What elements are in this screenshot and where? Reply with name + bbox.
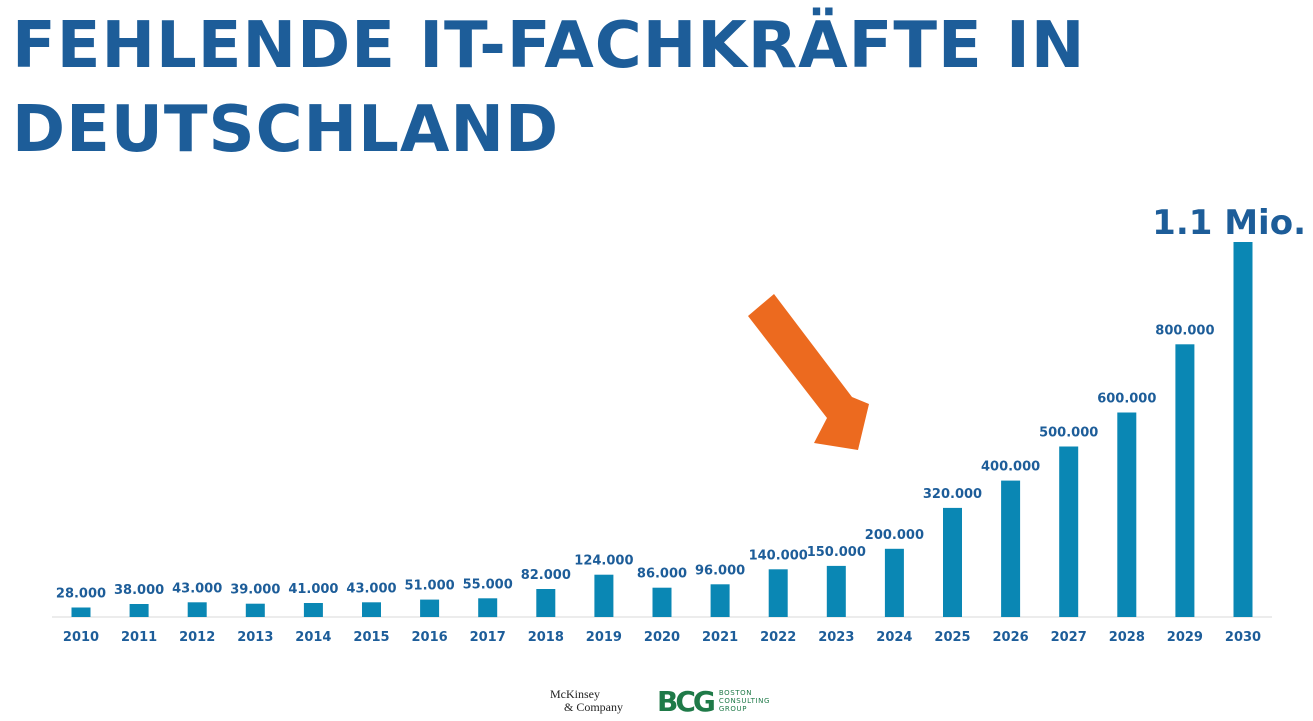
value-label-2026: 400.000 xyxy=(981,460,1040,475)
x-tick-label-2029: 2029 xyxy=(1167,630,1203,645)
x-tick-label-2014: 2014 xyxy=(295,630,331,645)
x-tick-label-2024: 2024 xyxy=(876,630,912,645)
mckinsey-logo: McKinsey & Company xyxy=(550,688,623,714)
x-tick-label-2028: 2028 xyxy=(1109,630,1145,645)
value-label-2024: 200.000 xyxy=(865,528,924,543)
x-tick-label-2017: 2017 xyxy=(470,630,506,645)
bar-2013 xyxy=(245,603,265,617)
bcg-logo-mark: BCG xyxy=(657,684,716,718)
x-tick-label-2027: 2027 xyxy=(1051,630,1087,645)
value-label-2030: 1.1 Mio. xyxy=(1152,203,1306,243)
bcg-logo-text: BOSTON CONSULTING GROUP xyxy=(718,689,771,713)
value-label-2029: 800.000 xyxy=(1155,323,1214,338)
bar-2018 xyxy=(536,589,556,617)
source-logos: McKinsey & Company BCG BOSTON CONSULTING… xyxy=(550,684,770,718)
value-label-2017: 55.000 xyxy=(463,577,513,592)
x-tick-label-2016: 2016 xyxy=(412,630,448,645)
value-label-2027: 500.000 xyxy=(1039,426,1098,441)
value-label-2013: 39.000 xyxy=(230,583,280,598)
x-tick-label-2012: 2012 xyxy=(179,630,215,645)
highlight-arrow xyxy=(748,294,869,450)
bar-2024 xyxy=(884,548,904,617)
bar-2012 xyxy=(187,602,207,617)
value-label-2018: 82.000 xyxy=(521,568,571,583)
x-tick-label-2010: 2010 xyxy=(63,630,99,645)
value-labels-group: 28.000 38.000 43.000 39.000 41.000 43.000 51.0… xyxy=(56,203,1306,602)
value-label-2019: 124.000 xyxy=(574,554,633,569)
x-tick-label-2026: 2026 xyxy=(993,630,1029,645)
x-tick-label-2019: 2019 xyxy=(586,630,622,645)
value-label-2028: 600.000 xyxy=(1097,392,1156,407)
bcg-logo: BCG BOSTON CONSULTING GROUP xyxy=(657,685,770,718)
bar-2011 xyxy=(129,604,149,617)
mckinsey-logo-line2: & Company xyxy=(564,700,623,714)
x-tick-label-2022: 2022 xyxy=(760,630,796,645)
x-tick-label-2030: 2030 xyxy=(1225,630,1261,645)
x-tick-labels-group: 2010 2011 2012 2013 2014 2015 2016 2017 2018 2019… xyxy=(63,630,1261,645)
bar-2022 xyxy=(768,569,788,617)
bar-2021 xyxy=(710,584,730,617)
bar-2014 xyxy=(303,603,323,617)
bar-2025 xyxy=(943,507,962,617)
x-tick-label-2013: 2013 xyxy=(237,630,273,645)
value-label-2010: 28.000 xyxy=(56,587,106,602)
bar-2030 xyxy=(1233,242,1253,617)
bar-2017 xyxy=(478,598,498,618)
value-label-2016: 51.000 xyxy=(405,579,455,594)
value-label-2021: 96.000 xyxy=(695,563,745,578)
bar-2016 xyxy=(420,599,440,617)
bar-2023 xyxy=(826,565,846,617)
x-tick-label-2025: 2025 xyxy=(934,630,970,645)
x-tick-label-2021: 2021 xyxy=(702,630,738,645)
value-label-2015: 43.000 xyxy=(346,581,396,596)
x-tick-label-2011: 2011 xyxy=(121,630,157,645)
value-label-2022: 140.000 xyxy=(749,548,808,563)
value-label-2012: 43.000 xyxy=(172,581,222,596)
x-tick-label-2023: 2023 xyxy=(818,630,854,645)
bar-2015 xyxy=(362,602,381,617)
value-label-2025: 320.000 xyxy=(923,487,982,502)
value-label-2023: 150.000 xyxy=(807,545,866,560)
mckinsey-logo-line1: McKinsey xyxy=(550,687,600,701)
x-tick-label-2018: 2018 xyxy=(528,630,564,645)
bar-2010 xyxy=(71,607,91,617)
value-label-2011: 38.000 xyxy=(114,583,164,598)
page-title: FEHLENDE IT-FACHKRÄFTE IN DEUTSCHLAND xyxy=(12,9,1086,167)
bars-group xyxy=(71,242,1253,618)
bar-2020 xyxy=(652,587,672,617)
x-tick-label-2020: 2020 xyxy=(644,630,680,645)
bar-2026 xyxy=(1001,480,1021,617)
bar-2029 xyxy=(1175,344,1195,617)
bar-2028 xyxy=(1117,412,1137,617)
value-label-2014: 41.000 xyxy=(288,582,338,597)
bar-2019 xyxy=(594,574,614,617)
bar-2027 xyxy=(1059,446,1079,617)
value-label-2020: 86.000 xyxy=(637,567,687,582)
x-tick-label-2015: 2015 xyxy=(353,630,389,645)
